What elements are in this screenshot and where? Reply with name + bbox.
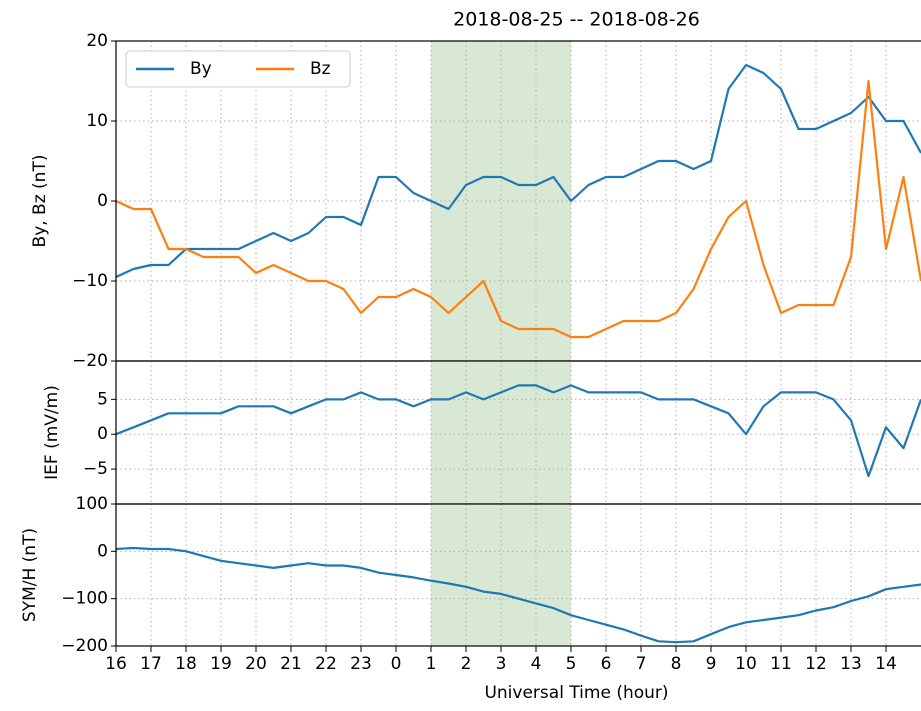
x-tick-label: 0 bbox=[391, 654, 402, 674]
x-tick-label: 21 bbox=[280, 654, 302, 674]
y-tick-label: −10 bbox=[72, 271, 108, 291]
legend-box bbox=[125, 50, 351, 88]
y-tick-label: 0 bbox=[97, 424, 108, 444]
y-axis-label: SYM/H (nT) bbox=[20, 528, 40, 622]
x-axis-label: Universal Time (hour) bbox=[484, 683, 668, 703]
y-tick-label: −5 bbox=[83, 459, 108, 479]
y-tick-label: 100 bbox=[76, 494, 108, 514]
x-tick-label: 7 bbox=[636, 654, 647, 674]
y-tick-label: −200 bbox=[61, 636, 108, 656]
legend-label: Bz bbox=[310, 59, 331, 79]
x-tick-label: 18 bbox=[175, 654, 197, 674]
x-tick-label: 16 bbox=[105, 654, 127, 674]
x-tick-label: 22 bbox=[315, 654, 337, 674]
x-tick-label: 5 bbox=[566, 654, 577, 674]
chart-title: 2018-08-25 -- 2018-08-26 bbox=[453, 9, 700, 31]
y-axis-label: By, Bz (nT) bbox=[30, 155, 50, 248]
x-tick-label: 10 bbox=[735, 654, 757, 674]
x-tick-label: 20 bbox=[245, 654, 267, 674]
y-tick-label: 5 bbox=[97, 389, 108, 409]
x-tick-label: 6 bbox=[601, 654, 612, 674]
data-line bbox=[116, 79, 921, 339]
x-tick-label: 2 bbox=[461, 654, 472, 674]
y-tick-label: 0 bbox=[97, 191, 108, 211]
legend-label: By bbox=[190, 59, 212, 79]
y-tick-label: −20 bbox=[72, 351, 108, 371]
data-line bbox=[116, 546, 921, 644]
y-tick-label: 20 bbox=[86, 31, 108, 51]
y-tick-label: 0 bbox=[97, 541, 108, 561]
data-line bbox=[116, 63, 921, 279]
x-tick-label: 9 bbox=[706, 654, 717, 674]
x-tick-label: 23 bbox=[350, 654, 372, 674]
x-tick-label: 1 bbox=[426, 654, 437, 674]
highlight-span bbox=[431, 41, 571, 361]
x-tick-label: 12 bbox=[805, 654, 827, 674]
x-tick-label: 13 bbox=[840, 654, 862, 674]
x-tick-label: 14 bbox=[875, 654, 897, 674]
highlight-span bbox=[431, 504, 571, 646]
frame bbox=[115, 503, 921, 647]
y-tick-label: 10 bbox=[86, 111, 108, 131]
x-tick-label: 3 bbox=[496, 654, 507, 674]
x-tick-label: 19 bbox=[210, 654, 232, 674]
y-axis-label: IEF (mV/m) bbox=[42, 385, 62, 480]
x-tick-label: 17 bbox=[140, 654, 162, 674]
x-tick-label: 4 bbox=[531, 654, 542, 674]
x-tick-label: 11 bbox=[770, 654, 792, 674]
y-tick-label: −100 bbox=[61, 589, 108, 609]
data-line bbox=[116, 384, 921, 478]
x-tick-label: 8 bbox=[671, 654, 682, 674]
